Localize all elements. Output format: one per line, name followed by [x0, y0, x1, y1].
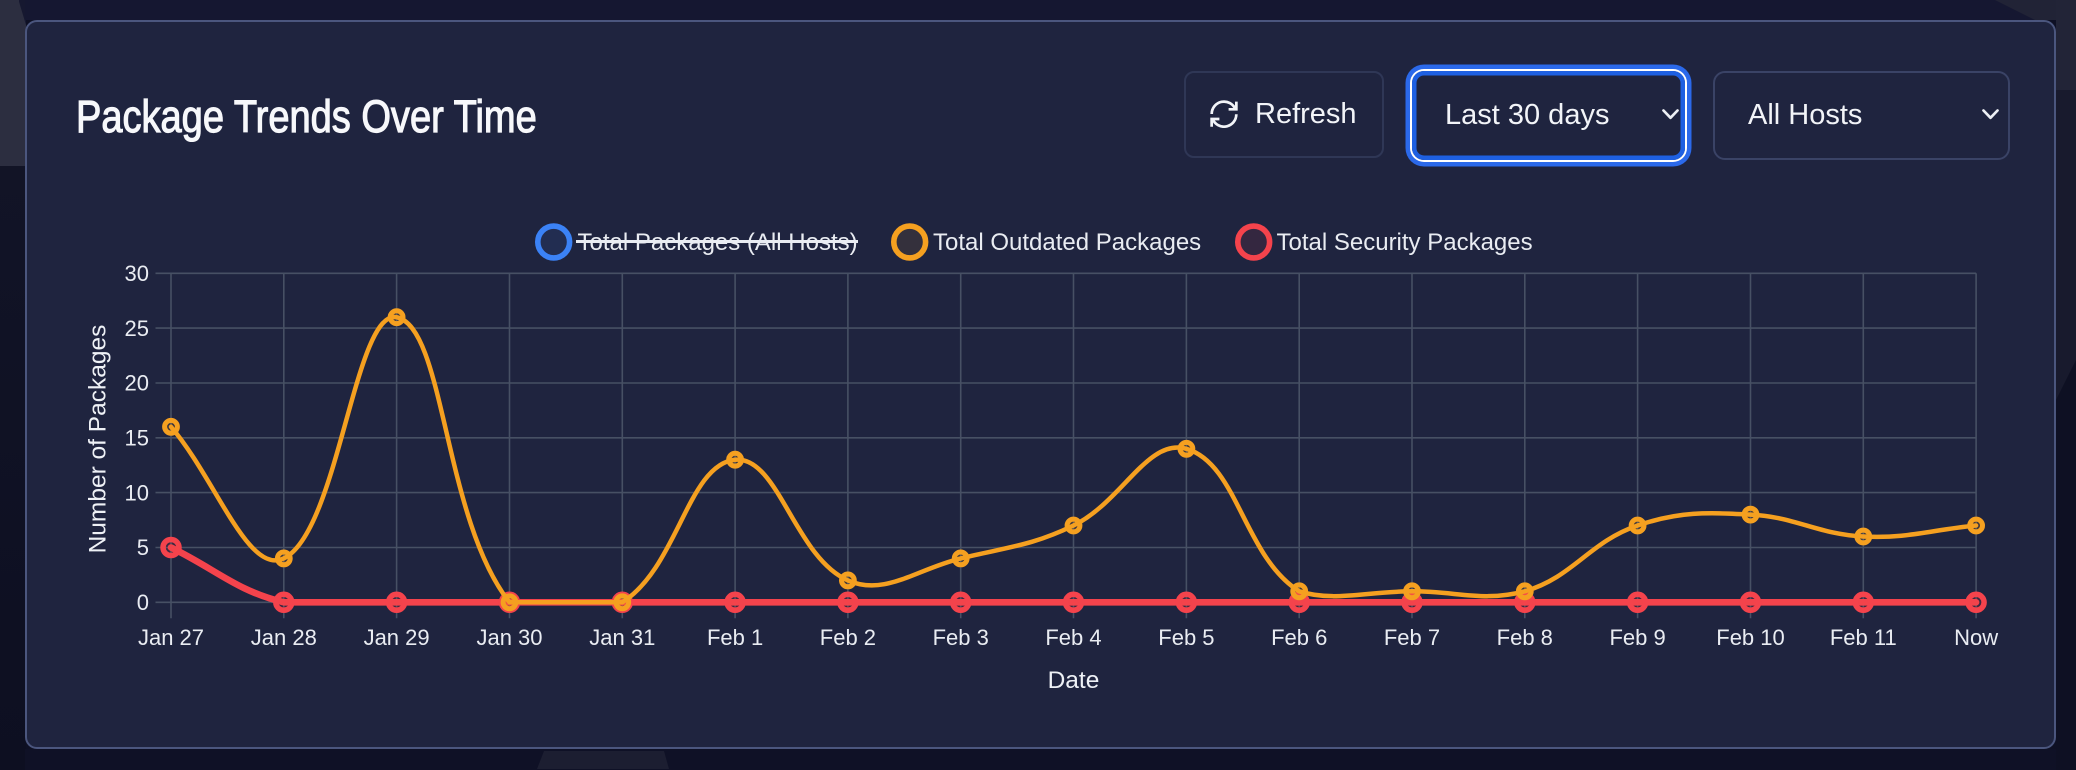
svg-text:30: 30 [125, 261, 149, 286]
svg-text:25: 25 [125, 316, 149, 341]
svg-text:Feb 1: Feb 1 [707, 625, 763, 650]
svg-text:Feb 2: Feb 2 [820, 625, 876, 650]
svg-text:Feb 6: Feb 6 [1271, 625, 1327, 650]
svg-text:Jan 31: Jan 31 [589, 625, 655, 650]
svg-text:Feb 8: Feb 8 [1497, 625, 1553, 650]
svg-text:Total Outdated Packages: Total Outdated Packages [933, 229, 1201, 256]
svg-text:Feb 9: Feb 9 [1609, 625, 1665, 650]
svg-text:20: 20 [125, 371, 149, 396]
svg-text:Total Security Packages: Total Security Packages [1277, 229, 1533, 256]
svg-text:0: 0 [137, 590, 149, 615]
svg-text:15: 15 [125, 426, 149, 451]
svg-text:Jan 27: Jan 27 [138, 625, 204, 650]
svg-text:Feb 4: Feb 4 [1045, 625, 1101, 650]
svg-text:Date: Date [1048, 667, 1100, 694]
svg-text:Jan 30: Jan 30 [476, 625, 542, 650]
svg-text:5: 5 [137, 535, 149, 560]
svg-text:Jan 29: Jan 29 [364, 625, 430, 650]
svg-text:Feb 11: Feb 11 [1830, 625, 1897, 650]
svg-text:10: 10 [125, 480, 149, 505]
svg-text:Feb 3: Feb 3 [933, 625, 989, 650]
svg-text:Jan 28: Jan 28 [251, 625, 317, 650]
svg-text:Feb 7: Feb 7 [1384, 625, 1440, 650]
svg-text:Feb 10: Feb 10 [1716, 625, 1785, 650]
svg-text:Now: Now [1954, 625, 1998, 650]
svg-text:Number of Packages: Number of Packages [85, 325, 112, 554]
svg-text:Feb 5: Feb 5 [1158, 625, 1214, 650]
